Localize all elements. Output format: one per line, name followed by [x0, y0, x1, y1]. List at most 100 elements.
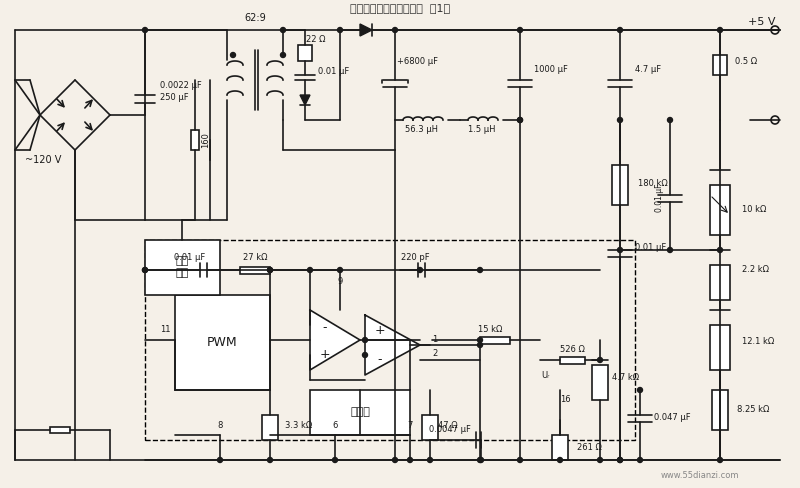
Text: 2: 2: [432, 349, 438, 359]
Bar: [50, 427, 70, 433]
Text: -: -: [322, 322, 327, 334]
Text: Uᵣ: Uᵣ: [541, 370, 549, 380]
Polygon shape: [365, 315, 420, 375]
Text: 6: 6: [332, 421, 338, 429]
Bar: [298, 45, 312, 61]
Circle shape: [667, 247, 673, 252]
Polygon shape: [360, 24, 372, 36]
Circle shape: [618, 118, 622, 122]
Bar: [710, 325, 730, 370]
Bar: [612, 165, 628, 205]
Text: 4.7 μF: 4.7 μF: [635, 65, 661, 75]
Circle shape: [267, 267, 273, 272]
Circle shape: [230, 53, 235, 58]
Polygon shape: [300, 95, 310, 105]
Text: -: -: [378, 353, 382, 366]
Text: 27 kΩ: 27 kΩ: [242, 253, 267, 263]
Circle shape: [478, 343, 482, 347]
Circle shape: [618, 458, 622, 463]
Circle shape: [338, 27, 342, 33]
Bar: [240, 267, 270, 274]
Circle shape: [393, 27, 398, 33]
Text: 261 Ω: 261 Ω: [577, 443, 602, 451]
Circle shape: [427, 458, 433, 463]
Text: 62:9: 62:9: [244, 13, 266, 23]
Text: 0.047 μF: 0.047 μF: [654, 413, 690, 423]
Circle shape: [267, 458, 273, 463]
Text: 4.7 kΩ: 4.7 kΩ: [612, 372, 639, 382]
Circle shape: [478, 458, 482, 463]
Text: 1.5 μH: 1.5 μH: [468, 125, 495, 135]
Text: 0.01 μF: 0.01 μF: [174, 253, 206, 263]
Circle shape: [598, 358, 602, 363]
Circle shape: [618, 27, 622, 33]
Bar: [712, 390, 728, 430]
Circle shape: [281, 53, 286, 58]
Bar: [713, 55, 727, 75]
Circle shape: [618, 247, 622, 252]
Circle shape: [638, 387, 642, 392]
Circle shape: [218, 458, 222, 463]
Circle shape: [418, 267, 422, 272]
Text: 0.0047 μF: 0.0047 μF: [429, 426, 471, 434]
Text: 8.25 kΩ: 8.25 kΩ: [737, 406, 770, 414]
Bar: [552, 435, 568, 460]
Text: 0.01 μF: 0.01 μF: [635, 244, 666, 252]
Circle shape: [638, 458, 642, 463]
Circle shape: [598, 458, 602, 463]
Circle shape: [393, 458, 398, 463]
Circle shape: [142, 27, 147, 33]
Circle shape: [478, 267, 482, 272]
Text: 0.5 Ω: 0.5 Ω: [735, 58, 757, 66]
Text: 56.3 μH: 56.3 μH: [405, 125, 438, 135]
Text: 正激开关稳压电源电路图  第1张: 正激开关稳压电源电路图 第1张: [350, 3, 450, 13]
Text: 16: 16: [560, 395, 570, 405]
Text: 11: 11: [160, 325, 170, 334]
Bar: [191, 130, 199, 150]
Circle shape: [718, 247, 722, 252]
Text: +5 V: +5 V: [747, 17, 775, 27]
Circle shape: [333, 458, 338, 463]
Text: 0.01 μF: 0.01 μF: [655, 184, 665, 212]
Circle shape: [518, 458, 522, 463]
Circle shape: [518, 118, 522, 122]
Bar: [262, 415, 278, 440]
Text: +6800 μF: +6800 μF: [397, 58, 438, 66]
Text: ~120 V: ~120 V: [25, 155, 62, 165]
Circle shape: [667, 118, 673, 122]
Bar: [175, 295, 270, 390]
Text: PWM: PWM: [206, 336, 238, 348]
Text: 振荡器: 振荡器: [350, 407, 370, 417]
Text: 0.0022 μF: 0.0022 μF: [160, 81, 202, 89]
Circle shape: [362, 352, 367, 358]
Text: 12.1 kΩ: 12.1 kΩ: [742, 338, 774, 346]
Text: 8: 8: [218, 421, 222, 429]
Circle shape: [307, 267, 313, 272]
Text: 7: 7: [407, 421, 413, 429]
Bar: [560, 357, 585, 364]
Circle shape: [558, 458, 562, 463]
Bar: [310, 390, 410, 435]
Circle shape: [281, 27, 286, 33]
Circle shape: [518, 118, 522, 122]
Circle shape: [478, 458, 483, 463]
Bar: [145, 240, 220, 295]
Circle shape: [718, 458, 722, 463]
Circle shape: [142, 267, 147, 272]
Text: 47 Ω: 47 Ω: [438, 421, 458, 429]
Bar: [145, 240, 635, 440]
Text: 250 μF: 250 μF: [160, 94, 189, 102]
Text: 0.01 μF: 0.01 μF: [318, 67, 350, 77]
Text: 9: 9: [338, 278, 342, 286]
Bar: [480, 337, 510, 344]
Text: 526 Ω: 526 Ω: [559, 346, 585, 354]
Circle shape: [478, 338, 482, 343]
Circle shape: [362, 338, 367, 343]
Bar: [592, 365, 608, 400]
Bar: [710, 265, 730, 300]
Polygon shape: [310, 310, 360, 370]
Text: 驱动
电路: 驱动 电路: [175, 256, 189, 278]
Text: 22 Ω: 22 Ω: [306, 36, 326, 44]
Text: 10 kΩ: 10 kΩ: [742, 205, 766, 215]
Circle shape: [618, 458, 622, 463]
